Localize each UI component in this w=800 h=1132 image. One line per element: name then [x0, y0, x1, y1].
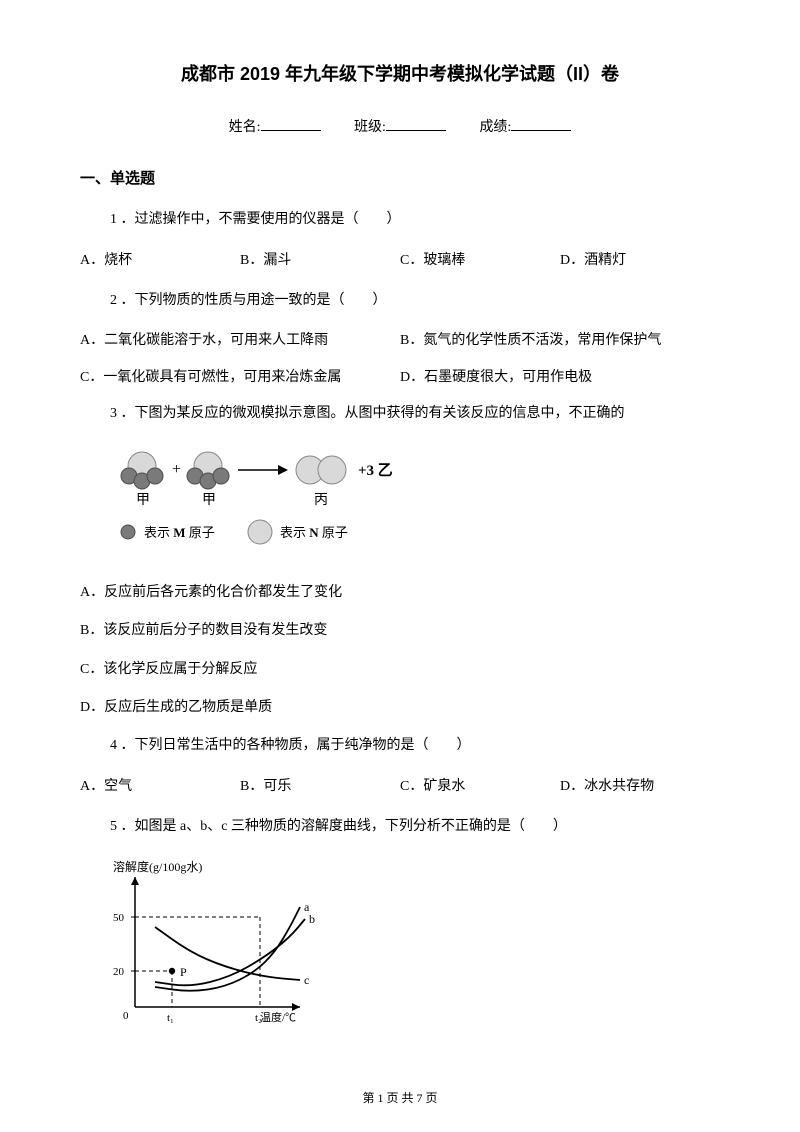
legend-n-icon — [248, 520, 272, 544]
q1-opt-c[interactable]: C．玻璃棒 — [400, 250, 560, 272]
svg-text:c: c — [304, 973, 309, 987]
q3-opt-c[interactable]: C．该化学反应属于分解反应 — [80, 659, 720, 681]
q2-opt-c[interactable]: C．一氧化碳具有可燃性，可用来冶炼金属 — [80, 367, 400, 389]
q1-opt-d[interactable]: D．酒精灯 — [560, 250, 720, 272]
legend-m-icon — [121, 525, 135, 539]
q3-opt-a[interactable]: A．反应前后各元素的化合价都发生了变化 — [80, 582, 720, 604]
q2-opt-b[interactable]: B．氮气的化学性质不活泼，常用作保护气 — [400, 330, 720, 352]
label-jia-1: 甲 — [136, 493, 150, 508]
page-footer: 第 1 页 共 7 页 — [0, 1089, 800, 1108]
arrow-head — [278, 465, 288, 475]
footer-middle: 页 共 — [383, 1091, 416, 1105]
q4-opt-d[interactable]: D．冰水共存物 — [560, 776, 720, 798]
q4-options: A．空气 B．可乐 C．矿泉水 D．冰水共存物 — [80, 776, 720, 798]
svg-text:20: 20 — [113, 966, 125, 978]
q2-opt-d[interactable]: D．石墨硬度很大，可用作电极 — [400, 367, 720, 389]
label-bing: 丙 — [314, 493, 328, 508]
q3-opt-b[interactable]: B．该反应前后分子的数目没有发生改变 — [80, 620, 720, 642]
molecule-jia-2 — [187, 452, 229, 489]
svg-text:温度/℃: 温度/℃ — [260, 1010, 296, 1024]
q3-svg: + +3 乙 甲 甲 丙 表示 M 原子 表示 N 原子 — [110, 444, 430, 554]
page-title: 成都市 2019 年九年级下学期中考模拟化学试题（II）卷 — [80, 60, 720, 89]
q3-opt-d[interactable]: D．反应后生成的乙物质是单质 — [80, 697, 720, 719]
svg-text:50: 50 — [113, 912, 125, 924]
q4-opt-b[interactable]: B．可乐 — [240, 776, 400, 798]
q1-opt-a[interactable]: A．烧杯 — [80, 250, 240, 272]
q4-text: 4 ．下列日常生活中的各种物质，属于纯净物的是（ ） — [110, 735, 720, 757]
footer-prefix: 第 — [362, 1091, 377, 1105]
q2-row1: A．二氧化碳能溶于水，可用来人工降雨 B．氮气的化学性质不活泼，常用作保护气 — [80, 330, 720, 352]
q2-text: 2 ．下列物质的性质与用途一致的是（ ） — [110, 290, 720, 312]
class-blank[interactable] — [386, 117, 446, 131]
q4-opt-c[interactable]: C．矿泉水 — [400, 776, 560, 798]
q3-diagram: + +3 乙 甲 甲 丙 表示 M 原子 表示 N 原子 — [110, 444, 720, 562]
score-blank[interactable] — [511, 117, 571, 131]
score-label: 成绩: — [479, 120, 511, 135]
q1-text: 1 ．过滤操作中，不需要使用的仪器是（ ） — [110, 209, 720, 231]
q4-opt-a[interactable]: A．空气 — [80, 776, 240, 798]
molecule-bing — [296, 456, 346, 484]
class-label: 班级: — [354, 120, 386, 135]
q2-opt-a[interactable]: A．二氧化碳能溶于水，可用来人工降雨 — [80, 330, 400, 352]
q3-text: 3 ．下图为某反应的微观模拟示意图。从图中获得的有关该反应的信息中，不正确的 — [110, 403, 720, 425]
footer-suffix: 页 — [423, 1091, 438, 1105]
q5-svg: 溶解度(g/100g水)20500t₁t₂温度/℃abcP — [110, 857, 320, 1032]
q5-chart: 溶解度(g/100g水)20500t₁t₂温度/℃abcP — [110, 857, 720, 1040]
svg-text:P: P — [180, 965, 187, 979]
q1-options: A．烧杯 B．漏斗 C．玻璃棒 D．酒精灯 — [80, 250, 720, 272]
legend-n-text: 表示 N 原子 — [280, 525, 348, 540]
molecule-jia-1 — [121, 452, 163, 489]
svg-text:t₁: t₁ — [167, 1012, 174, 1024]
name-label: 姓名: — [229, 120, 261, 135]
q5-text: 5 ．如图是 a、b、c 三种物质的溶解度曲线，下列分析不正确的是（ ） — [110, 816, 720, 838]
label-jia-2: 甲 — [202, 493, 216, 508]
plus-1: + — [172, 461, 181, 478]
svg-text:0: 0 — [123, 1010, 129, 1022]
header-fields: 姓名: 班级: 成绩: — [80, 117, 720, 139]
svg-text:b: b — [309, 912, 315, 926]
section-heading: 一、单选题 — [80, 167, 720, 191]
coeff-text: +3 乙 — [358, 463, 393, 479]
name-blank[interactable] — [261, 117, 321, 131]
svg-text:溶解度(g/100g水): 溶解度(g/100g水) — [113, 859, 202, 874]
q2-row2: C．一氧化碳具有可燃性，可用来冶炼金属 D．石墨硬度很大，可用作电极 — [80, 367, 720, 389]
q1-opt-b[interactable]: B．漏斗 — [240, 250, 400, 272]
legend-m-text: 表示 M 原子 — [144, 525, 215, 540]
